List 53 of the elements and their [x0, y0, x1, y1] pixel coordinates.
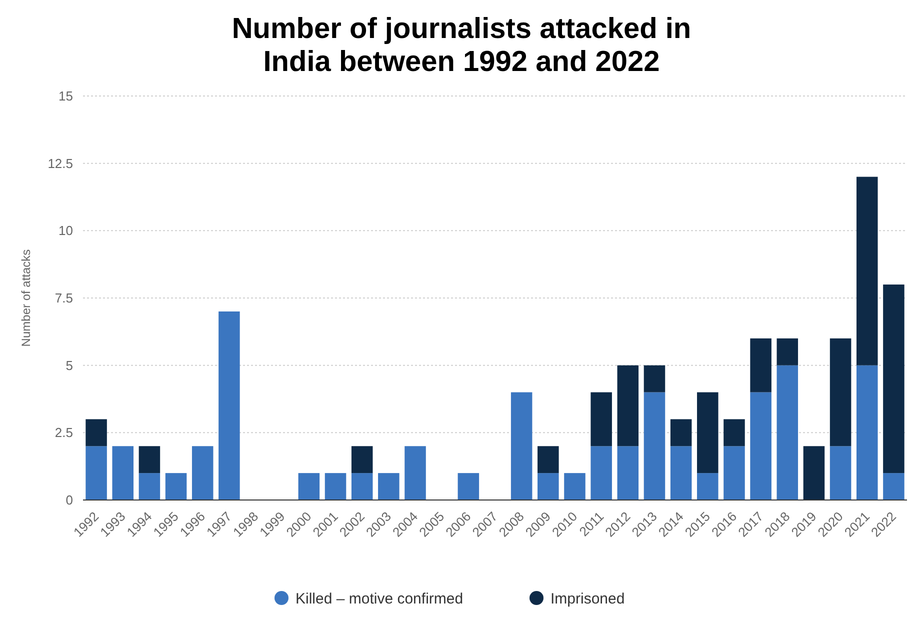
- bar: [883, 473, 904, 500]
- bar: [590, 446, 612, 500]
- legend-label: Killed – motive confirmed: [296, 590, 464, 608]
- bar: [697, 392, 718, 474]
- bar: [86, 446, 107, 500]
- y-tick-label: 12.5: [48, 156, 73, 171]
- bar: [165, 473, 187, 500]
- bar: [564, 473, 586, 500]
- bar: [724, 446, 745, 500]
- y-tick-label: 5: [66, 358, 73, 373]
- bar: [724, 419, 745, 446]
- y-axis-title: Number of attacks: [19, 249, 33, 347]
- bar: [351, 446, 373, 474]
- bar: [830, 446, 852, 500]
- bar: [670, 419, 692, 446]
- bar: [298, 473, 320, 500]
- bar: [218, 311, 240, 500]
- bar: [697, 473, 718, 500]
- bar: [538, 446, 559, 474]
- bar: [404, 446, 426, 500]
- bar: [351, 473, 373, 500]
- bar: [378, 473, 400, 500]
- bar: [803, 446, 825, 500]
- bar: [644, 365, 666, 392]
- chart-title: Number of journalists attacked in India between 1992 and 2022: [232, 13, 692, 78]
- y-tick-label: 7.5: [54, 290, 73, 306]
- bar: [324, 473, 346, 500]
- bar: [883, 284, 904, 474]
- bar: [112, 446, 134, 500]
- y-tick-label: 0: [66, 492, 73, 508]
- bar: [776, 338, 798, 366]
- bar: [590, 392, 612, 446]
- bar: [856, 365, 878, 500]
- bar: [617, 446, 639, 500]
- bar: [138, 473, 160, 500]
- y-tick-label: 10: [58, 223, 73, 238]
- bar: [510, 392, 532, 500]
- y-tick-label: 2.5: [54, 425, 73, 440]
- bar: [856, 176, 878, 366]
- bar: [617, 365, 639, 446]
- bar: [138, 446, 160, 474]
- bar: [458, 473, 480, 500]
- legend-label: Imprisoned: [550, 590, 625, 608]
- bar: [192, 446, 214, 500]
- bar: [538, 473, 559, 500]
- bar: [644, 392, 666, 500]
- bar: [750, 392, 772, 500]
- bar: [750, 338, 772, 392]
- y-tick-label: 15: [58, 88, 73, 104]
- bar: [86, 419, 107, 446]
- bar: [830, 338, 852, 446]
- bar: [776, 365, 798, 500]
- bar: [670, 446, 692, 500]
